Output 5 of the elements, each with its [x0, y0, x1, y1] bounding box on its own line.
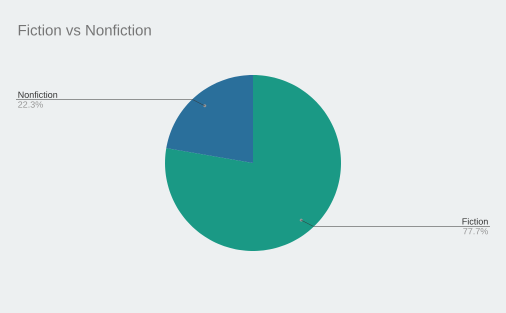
data-label: 22.3%	[18, 101, 43, 108]
slice-label: Nonfiction	[18, 91, 58, 98]
slice-label: Fiction	[462, 218, 488, 225]
chart-title: Fiction vs Nonfiction	[18, 24, 151, 36]
data-label: 77.7%	[463, 228, 488, 234]
